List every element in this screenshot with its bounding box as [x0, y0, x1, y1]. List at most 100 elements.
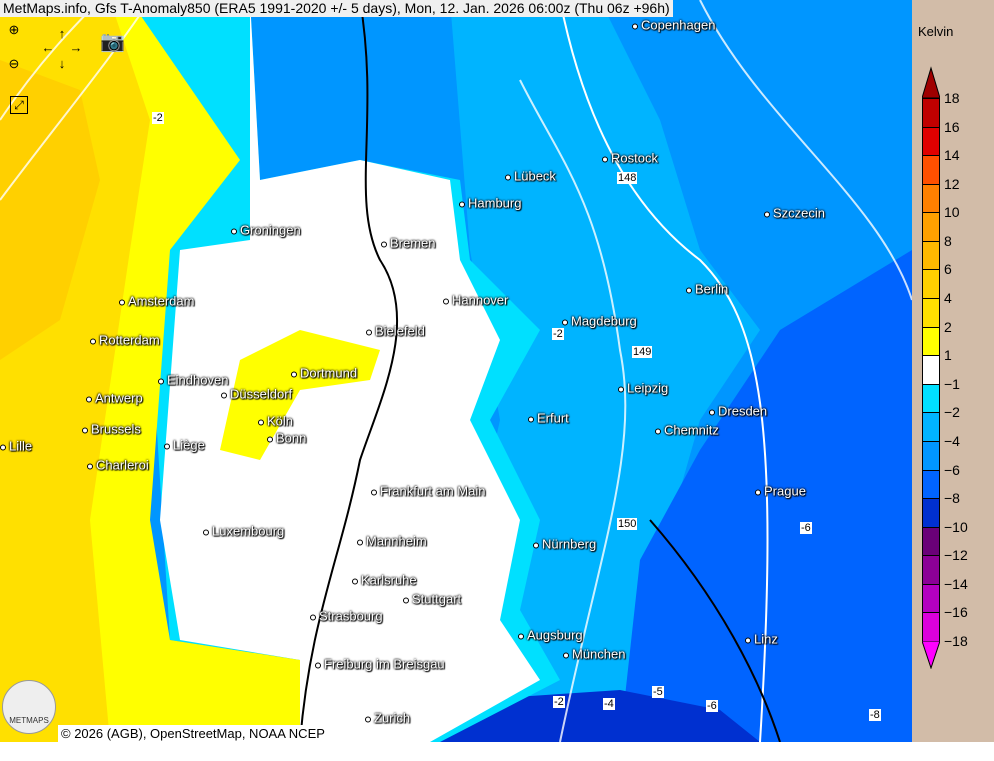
- metmaps-logo: METMAPS: [2, 680, 56, 734]
- color-legend: Kelvin 18 16 14 12 10 8 6 4 2 1 −1 −2 −4 −6 −8 −10 −12 −1…: [912, 0, 994, 742]
- city-label: Linz: [745, 632, 778, 647]
- city-label: Chemnitz: [655, 423, 719, 438]
- city-label: Augsburg: [518, 628, 583, 643]
- legend-swatch: [922, 412, 940, 442]
- isoline-label: -4: [603, 698, 615, 710]
- legend-swatch: [922, 212, 940, 242]
- isoline-label: -2: [552, 328, 564, 340]
- zoom-in-icon[interactable]: ⊕: [8, 22, 20, 37]
- city-label: Berlin: [686, 282, 728, 297]
- pan-left-icon[interactable]: ←: [41, 40, 55, 55]
- city-label: Leipzig: [618, 381, 668, 396]
- map-title: MetMaps.info, Gfs T-Anomaly850 (ERA5 199…: [0, 0, 673, 17]
- legend-label: 12: [944, 175, 960, 192]
- city-label: Lille: [0, 439, 32, 454]
- legend-swatch: [922, 526, 940, 557]
- legend-swatch: [922, 498, 940, 528]
- legend-label: −8: [944, 490, 960, 507]
- legend-swatch: [922, 298, 940, 328]
- legend-swatch: [922, 440, 940, 471]
- legend-swatch: [922, 326, 940, 357]
- legend-swatch: [922, 126, 940, 157]
- legend-label: −1: [944, 375, 960, 392]
- legend-swatch: [922, 155, 940, 185]
- city-label: Charleroi: [87, 458, 149, 473]
- isoline-label: 148: [617, 172, 638, 184]
- legend-swatch: [922, 555, 940, 585]
- legend-label: −14: [944, 575, 968, 592]
- legend-swatch: [922, 98, 940, 128]
- city-label: Rostock: [602, 151, 658, 166]
- city-label: Erfurt: [528, 411, 569, 426]
- city-label: Lübeck: [505, 169, 556, 184]
- isoline-label: -2: [152, 112, 164, 124]
- zoom-out-icon[interactable]: ⊖: [8, 56, 20, 71]
- city-label: Zurich: [365, 711, 410, 726]
- legend-label: −6: [944, 461, 960, 478]
- attribution: © 2026 (AGB), OpenStreetMap, NOAA NCEP: [58, 725, 328, 742]
- isoline-label: -6: [706, 700, 718, 712]
- legend-label: −10: [944, 518, 968, 535]
- city-label: Brussels: [82, 422, 141, 437]
- legend-label: 8: [944, 232, 952, 249]
- city-label: Stuttgart: [403, 592, 461, 607]
- pan-down-icon[interactable]: ↓: [58, 56, 66, 71]
- city-label: Rotterdam: [90, 333, 160, 348]
- temperature-anomaly-map[interactable]: [0, 0, 912, 742]
- isoline-label: 149: [632, 346, 653, 358]
- legend-top-arrow: [922, 66, 940, 98]
- city-label: Bremen: [381, 236, 436, 251]
- city-label: Antwerp: [86, 391, 143, 406]
- isoline-label: -6: [800, 522, 812, 534]
- camera-icon[interactable]: 📷: [100, 31, 125, 53]
- city-label: Copenhagen: [632, 18, 715, 33]
- pan-up-icon[interactable]: ↑: [58, 26, 66, 41]
- city-label: Bonn: [267, 431, 306, 446]
- legend-label: 10: [944, 204, 960, 221]
- city-label: Köln: [258, 414, 293, 429]
- isoline-label: -8: [869, 709, 881, 721]
- city-label: Hannover: [443, 293, 508, 308]
- isoline-label: -2: [553, 696, 565, 708]
- legend-swatch: [922, 183, 940, 214]
- city-label: Freiburg im Breisgau: [315, 657, 445, 672]
- city-label: München: [563, 647, 625, 662]
- legend-label: −2: [944, 404, 960, 421]
- city-label: Szczecin: [764, 206, 825, 221]
- legend-label: 16: [944, 118, 960, 135]
- city-label: Frankfurt am Main: [371, 484, 485, 499]
- legend-label: −16: [944, 604, 968, 621]
- legend-label: −4: [944, 432, 960, 449]
- legend-swatch: [922, 469, 940, 500]
- fullscreen-icon[interactable]: ⤢: [10, 96, 28, 114]
- city-label: Karlsruhe: [352, 573, 417, 588]
- legend-unit: Kelvin: [918, 24, 954, 39]
- city-label: Hamburg: [459, 196, 521, 211]
- city-label: Nürnberg: [533, 537, 596, 552]
- legend-swatch: [922, 583, 940, 614]
- legend-swatch: [922, 355, 940, 385]
- legend-label: −18: [944, 633, 968, 649]
- legend-label: 14: [944, 147, 960, 164]
- city-label: Amsterdam: [119, 294, 194, 309]
- legend-swatch: [922, 269, 940, 300]
- legend-swatch: [922, 240, 940, 271]
- legend-label: 2: [944, 318, 952, 335]
- city-label: Groningen: [231, 223, 301, 238]
- isoline-label: 150: [617, 518, 638, 530]
- zone-plus-4-6: [0, 60, 100, 360]
- legend-label: −12: [944, 547, 968, 564]
- isoline-label: -5: [652, 686, 664, 698]
- legend-swatch: [922, 383, 940, 414]
- city-label: Prague: [755, 484, 806, 499]
- city-label: Bielefeld: [366, 324, 425, 339]
- city-label: Luxembourg: [203, 524, 284, 539]
- city-label: Düsseldorf: [221, 387, 292, 402]
- city-label: Strasbourg: [310, 609, 383, 624]
- city-label: Dortmund: [291, 366, 357, 381]
- pan-right-icon[interactable]: →: [69, 40, 83, 55]
- legend-swatch: [922, 612, 940, 642]
- legend-label: 18: [944, 90, 960, 106]
- city-label: Liège: [164, 438, 205, 453]
- city-label: Dresden: [709, 404, 767, 419]
